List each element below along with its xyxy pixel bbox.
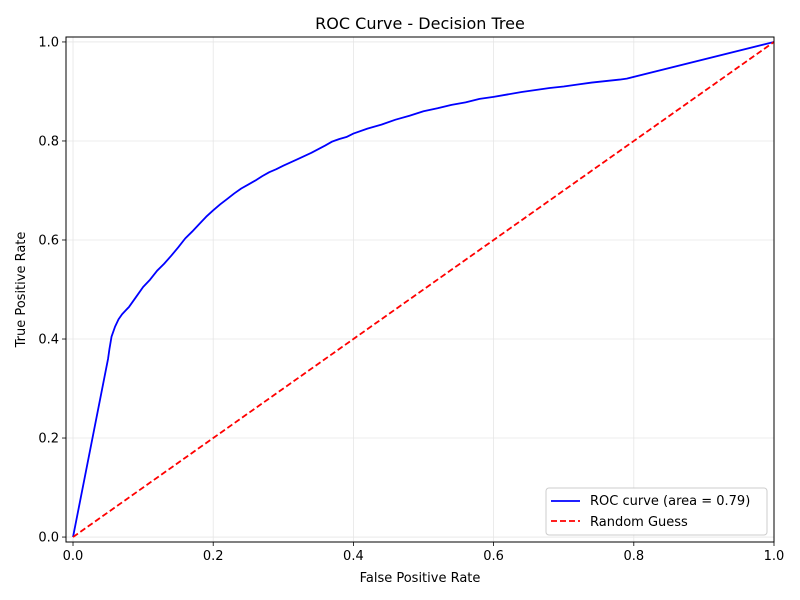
y-tick-label: 1.0 <box>38 35 59 50</box>
y-tick-label: 0.8 <box>38 134 59 149</box>
x-tick-label: 1.0 <box>764 549 785 564</box>
legend-random-label: Random Guess <box>590 515 688 530</box>
legend-roc-label: ROC curve (area = 0.79) <box>590 494 750 509</box>
x-tick-label: 0.6 <box>483 549 504 564</box>
legend: ROC curve (area = 0.79) Random Guess <box>545 487 768 536</box>
series-layer <box>72 41 774 538</box>
y-tick-label: 0.6 <box>38 233 59 248</box>
x-tick-label: 0.4 <box>343 549 364 564</box>
x-tick-label: 0.0 <box>63 549 84 564</box>
plot-frame <box>65 36 775 543</box>
y-axis: 0.0 0.2 0.4 0.6 0.8 1.0 <box>38 35 66 546</box>
y-tick-label: 0.4 <box>38 333 59 348</box>
y-tick-label: 0.0 <box>38 531 59 546</box>
random-guess-line <box>72 41 774 538</box>
x-tick-label: 0.2 <box>203 549 224 564</box>
y-tick-label: 0.2 <box>38 432 59 447</box>
legend-box <box>545 487 768 536</box>
y-axis-label: True Positive Rate <box>14 232 29 349</box>
x-tick-label: 0.8 <box>623 549 644 564</box>
x-axis-label: False Positive Rate <box>360 571 481 586</box>
roc-curve-line <box>72 41 774 538</box>
x-axis: 0.0 0.2 0.4 0.6 0.8 1.0 <box>63 542 785 564</box>
chart-title: ROC Curve - Decision Tree <box>315 14 525 33</box>
